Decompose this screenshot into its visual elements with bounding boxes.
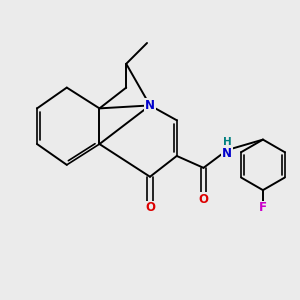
Text: O: O (145, 202, 155, 214)
Text: F: F (259, 202, 267, 214)
Text: H: H (223, 137, 232, 147)
Text: O: O (199, 193, 208, 206)
Text: N: N (222, 147, 232, 160)
Text: N: N (145, 99, 155, 112)
